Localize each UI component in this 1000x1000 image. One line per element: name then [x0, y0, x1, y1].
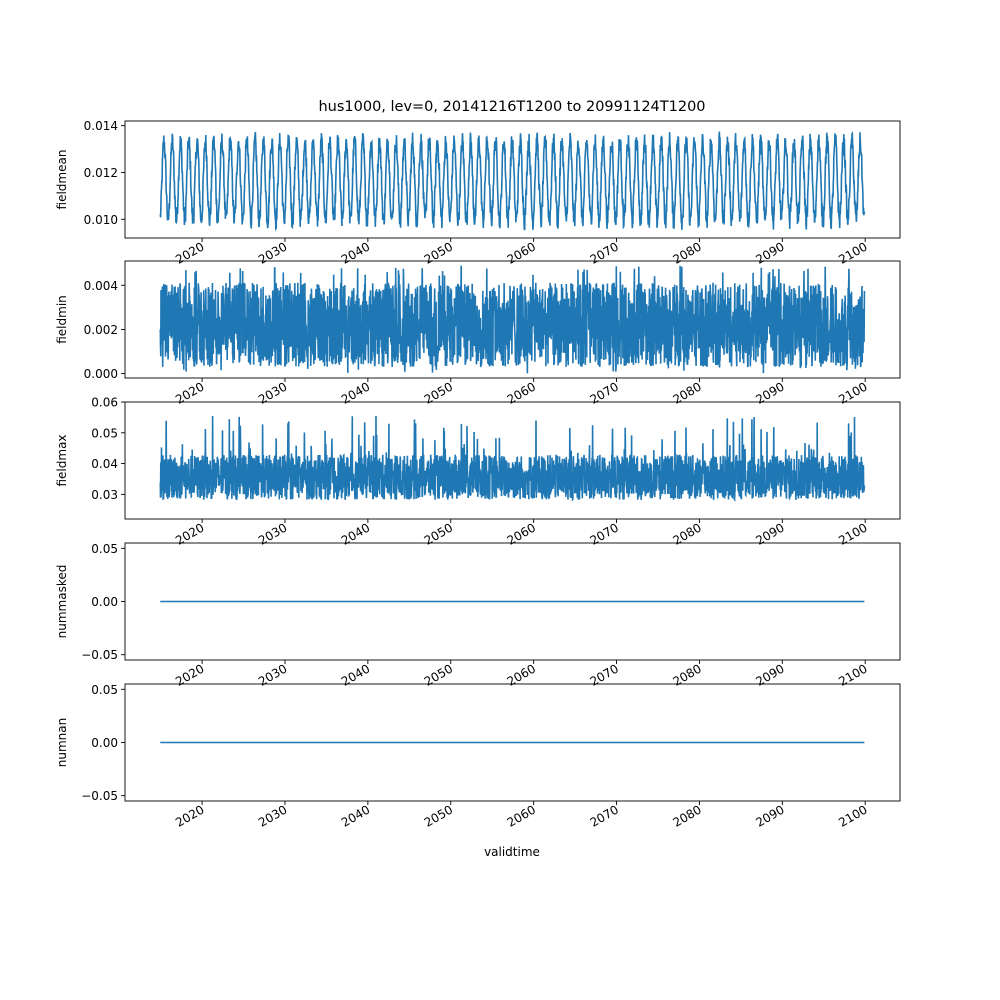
x-tick-label: 2040 [339, 520, 372, 547]
x-tick-label: 2050 [422, 239, 455, 266]
subplot-fieldmax: 0.03 0.04 0.05 0.06 fieldmax 2020 2030 2040 2050… [55, 396, 901, 548]
x-tick-label: 2060 [505, 661, 538, 688]
axes-frame [124, 401, 901, 520]
x-tick-label: 2040 [339, 239, 372, 266]
y-axis-label: nummasked [55, 565, 69, 639]
chart-title: hus1000, lev=0, 20141216T1200 to 2099112… [318, 99, 705, 115]
x-tick-label: 2090 [753, 661, 786, 688]
x-tick-label: 2030 [256, 802, 289, 829]
x-tick-label: 2020 [173, 379, 206, 406]
y-tick-label: 0.05 [91, 542, 118, 556]
x-tick-label: 2040 [339, 379, 372, 406]
y-tick-label: 0.000 [84, 367, 118, 381]
x-tick-label: 2030 [256, 379, 289, 406]
x-tick-label: 2040 [339, 661, 372, 688]
x-tick-label: 2020 [173, 802, 206, 829]
x-tick-label: 2070 [588, 239, 621, 266]
x-tick-label: 2020 [173, 520, 206, 547]
x-tick-label: 2060 [505, 520, 538, 547]
x-tick-label: 2050 [422, 520, 455, 547]
subplot-nummasked: −0.05 0.00 0.05 nummasked 2020 2030 2040 2050 20… [55, 542, 901, 689]
subplot-fieldmean: 0.010 0.012 0.014 fieldmean 2020 2030 2040 2050… [55, 119, 901, 267]
series-line [159, 131, 866, 232]
x-tick-label: 2090 [753, 520, 786, 547]
x-tick-label: 2050 [422, 802, 455, 829]
x-tick-label: 2100 [836, 379, 869, 406]
y-axis-label: fieldmean [55, 150, 69, 210]
y-tick-label: 0.002 [84, 323, 118, 337]
y-tick-label: 0.05 [91, 683, 118, 697]
x-tick-label: 2080 [670, 520, 703, 547]
x-tick-label: 2070 [588, 661, 621, 688]
x-tick-label: 2100 [836, 661, 869, 688]
y-tick-label: 0.04 [91, 457, 118, 471]
y-tick-label: 0.010 [84, 213, 118, 227]
series-line [159, 265, 866, 374]
x-tick-label: 2080 [670, 239, 703, 266]
x-tick-label: 2100 [836, 239, 869, 266]
y-tick-label: −0.05 [81, 789, 118, 803]
x-tick-label: 2020 [173, 661, 206, 688]
axes-frame [124, 120, 901, 239]
x-axis-label: validtime [484, 845, 540, 859]
x-tick-label: 2030 [256, 661, 289, 688]
y-axis-label: numnan [55, 718, 69, 767]
y-tick-label: 0.06 [91, 396, 118, 410]
x-tick-label: 2080 [670, 802, 703, 829]
x-tick-label: 2080 [670, 661, 703, 688]
y-tick-label: −0.05 [81, 648, 118, 662]
x-tick-label: 2050 [422, 661, 455, 688]
y-axis-label: fieldmax [55, 434, 69, 486]
y-axis-label: fieldmin [55, 295, 69, 344]
x-tick-label: 2100 [836, 802, 869, 829]
axes-frame [124, 260, 901, 379]
x-tick-label: 2050 [422, 379, 455, 406]
x-tick-label: 2060 [505, 379, 538, 406]
x-tick-label: 2030 [256, 239, 289, 266]
subplot-fieldmin: 0.000 0.002 0.004 fieldmin 2020 2030 2040 2050 2… [55, 260, 901, 407]
x-tick-label: 2090 [753, 379, 786, 406]
x-tick-label: 2060 [505, 239, 538, 266]
y-tick-label: 0.05 [91, 426, 118, 440]
subplots: 0.010 0.012 0.014 fieldmean 2020 2030 2040 2050… [55, 119, 901, 830]
x-tick-label: 2070 [588, 520, 621, 547]
y-tick-label: 0.012 [84, 166, 118, 180]
y-tick-label: 0.014 [84, 119, 118, 133]
x-tick-label: 2080 [670, 379, 703, 406]
x-tick-label: 2040 [339, 802, 372, 829]
y-tick-label: 0.00 [91, 736, 118, 750]
y-tick-label: 0.00 [91, 595, 118, 609]
x-tick-label: 2070 [588, 802, 621, 829]
x-tick-label: 2070 [588, 379, 621, 406]
x-tick-label: 2090 [753, 802, 786, 829]
series-line [159, 415, 866, 502]
x-tick-label: 2030 [256, 520, 289, 547]
y-tick-label: 0.03 [91, 488, 118, 502]
x-tick-label: 2100 [836, 520, 869, 547]
x-tick-label: 2020 [173, 239, 206, 266]
subplot-numnan: −0.05 0.00 0.05 numnan 2020 2030 2040 2050 2060 2… [55, 683, 901, 830]
x-tick-label: 2090 [753, 239, 786, 266]
x-tick-label: 2060 [505, 802, 538, 829]
y-tick-label: 0.004 [84, 279, 118, 293]
